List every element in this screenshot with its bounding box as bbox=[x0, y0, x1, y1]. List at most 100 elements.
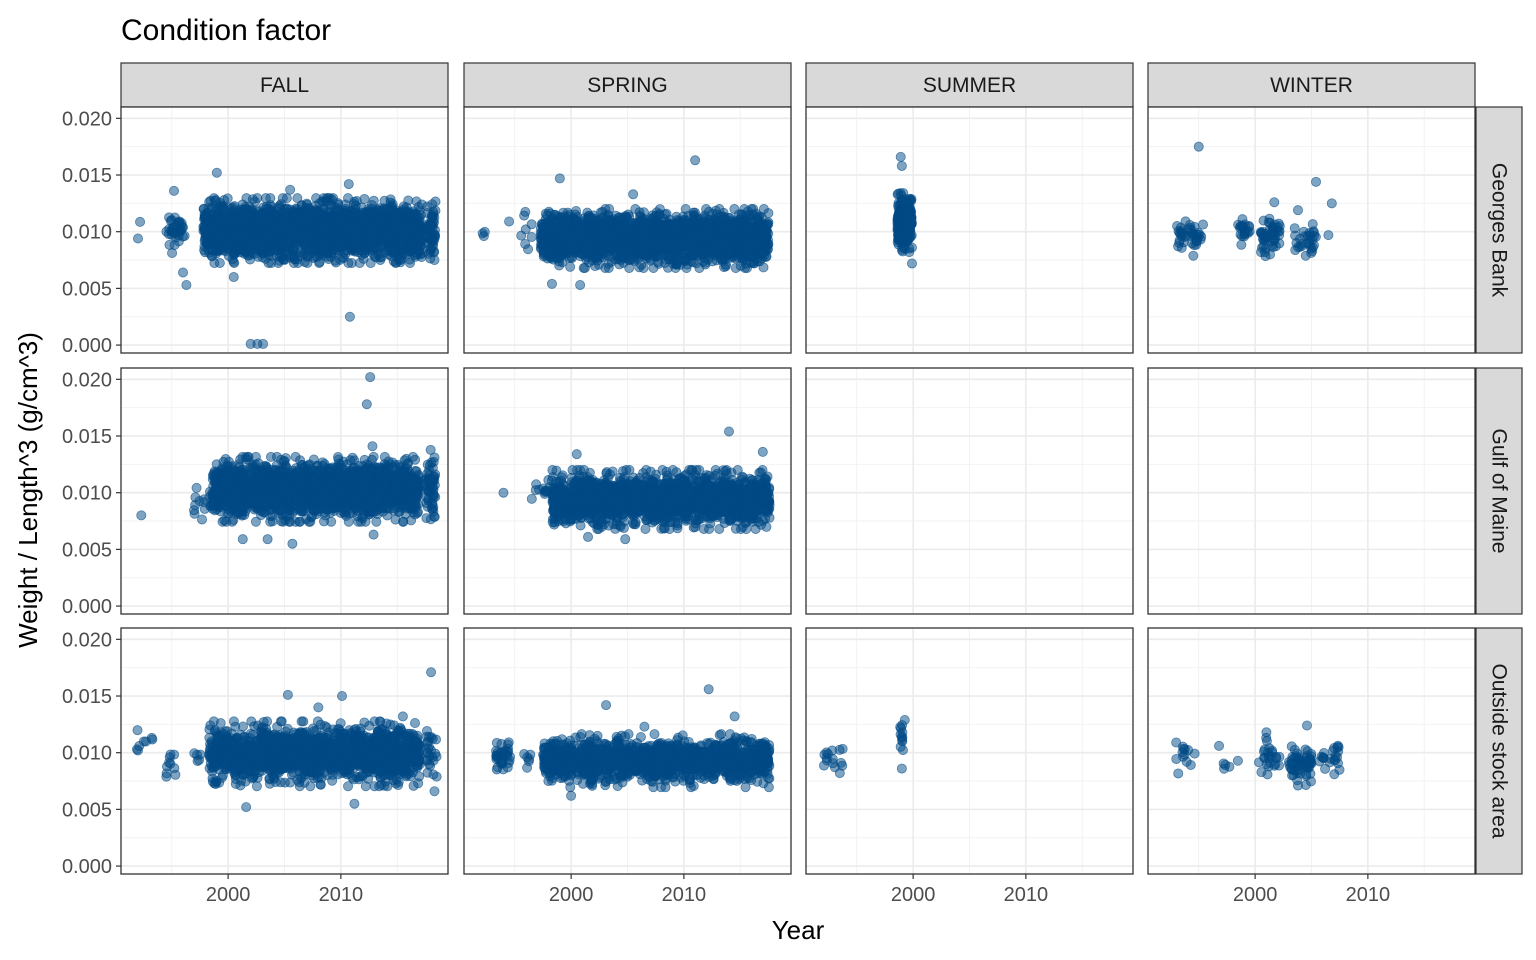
data-point bbox=[279, 240, 290, 251]
strip-fall bbox=[120, 62, 449, 108]
data-point bbox=[355, 245, 366, 256]
data-point bbox=[199, 245, 210, 256]
strip-gulf-of-maine bbox=[1475, 367, 1523, 615]
data-point bbox=[252, 193, 263, 204]
data-point bbox=[311, 207, 322, 218]
data-point bbox=[274, 255, 285, 266]
data-point bbox=[293, 214, 304, 225]
data-point bbox=[206, 222, 217, 233]
data-point bbox=[368, 195, 379, 206]
data-point bbox=[335, 234, 346, 245]
data-point bbox=[421, 232, 432, 243]
data-point bbox=[292, 254, 303, 265]
data-point bbox=[565, 261, 576, 272]
data-point bbox=[320, 248, 331, 259]
data-point bbox=[234, 230, 245, 241]
data-point bbox=[181, 279, 192, 290]
strip-label-summer: SUMMER bbox=[923, 74, 1016, 97]
data-point bbox=[707, 256, 718, 267]
y-tick-label: 0.005 bbox=[62, 278, 112, 300]
strip-label-winter: WINTER bbox=[1270, 74, 1353, 97]
data-point bbox=[242, 224, 253, 235]
data-point bbox=[335, 254, 346, 265]
data-point bbox=[321, 193, 332, 204]
data-point bbox=[331, 223, 342, 234]
data-point bbox=[343, 193, 354, 204]
data-point bbox=[516, 230, 527, 241]
data-point bbox=[135, 216, 146, 227]
data-point bbox=[413, 201, 424, 212]
data-point bbox=[291, 203, 302, 214]
data-point bbox=[343, 179, 354, 190]
data-point bbox=[430, 196, 441, 207]
data-point bbox=[279, 225, 290, 236]
panel-georges-bank-spring bbox=[463, 106, 792, 354]
data-point bbox=[363, 223, 374, 234]
data-point bbox=[351, 195, 362, 206]
data-point bbox=[222, 193, 233, 204]
data-point bbox=[603, 258, 614, 269]
data-point bbox=[248, 237, 259, 248]
data-point bbox=[336, 243, 347, 254]
data-point bbox=[412, 244, 423, 255]
y-axis-title: Weight / Length^3 (g/cm^3) bbox=[13, 332, 43, 648]
data-point bbox=[265, 193, 276, 204]
data-point bbox=[520, 206, 531, 217]
data-point bbox=[316, 223, 327, 234]
data-point bbox=[382, 245, 393, 256]
strip-label-spring: SPRING bbox=[587, 74, 668, 97]
data-point bbox=[292, 193, 303, 204]
data-point bbox=[303, 217, 314, 228]
strip-label-gulf-of-maine: Gulf of Maine bbox=[1488, 429, 1511, 554]
data-point bbox=[132, 233, 143, 244]
strip-spring bbox=[463, 62, 792, 108]
data-point bbox=[178, 267, 189, 278]
data-point bbox=[321, 216, 332, 227]
y-tick-label: 0.010 bbox=[62, 222, 112, 244]
points-georges-bank-spring bbox=[477, 155, 774, 290]
data-point bbox=[228, 272, 239, 283]
data-point bbox=[254, 228, 265, 239]
data-point bbox=[345, 218, 356, 229]
data-point bbox=[597, 206, 608, 217]
data-point bbox=[322, 236, 333, 247]
data-point bbox=[344, 311, 355, 322]
data-point bbox=[718, 211, 729, 222]
data-point bbox=[349, 235, 360, 246]
data-point bbox=[164, 239, 175, 250]
data-point bbox=[358, 253, 369, 264]
data-point bbox=[397, 234, 408, 245]
data-point bbox=[258, 338, 269, 349]
data-point bbox=[346, 257, 357, 268]
data-point bbox=[398, 225, 409, 236]
data-point bbox=[428, 206, 439, 217]
data-point bbox=[312, 251, 323, 262]
data-point bbox=[428, 215, 439, 226]
chart-title: Condition factor bbox=[121, 14, 331, 47]
strip-georges-bank bbox=[1475, 106, 1523, 354]
data-point bbox=[226, 216, 237, 227]
strip-label-outside-stock-area: Outside stock area bbox=[1488, 663, 1511, 838]
data-point bbox=[209, 257, 220, 268]
data-point bbox=[227, 206, 238, 217]
data-point bbox=[301, 240, 312, 251]
data-point bbox=[244, 211, 255, 222]
data-point bbox=[330, 211, 341, 222]
data-point bbox=[366, 237, 377, 248]
data-point bbox=[478, 231, 489, 242]
data-point bbox=[262, 229, 273, 240]
data-point bbox=[526, 219, 537, 230]
y-tick-label: 0.015 bbox=[62, 165, 112, 187]
data-point bbox=[554, 260, 565, 271]
data-point bbox=[396, 242, 407, 253]
data-point bbox=[248, 247, 259, 258]
data-point bbox=[654, 210, 665, 221]
x-axis-title: Year bbox=[772, 915, 825, 945]
data-point bbox=[379, 203, 390, 214]
strip-label-fall: FALL bbox=[260, 74, 309, 97]
data-point bbox=[350, 204, 361, 215]
strip-winter bbox=[1147, 62, 1476, 108]
